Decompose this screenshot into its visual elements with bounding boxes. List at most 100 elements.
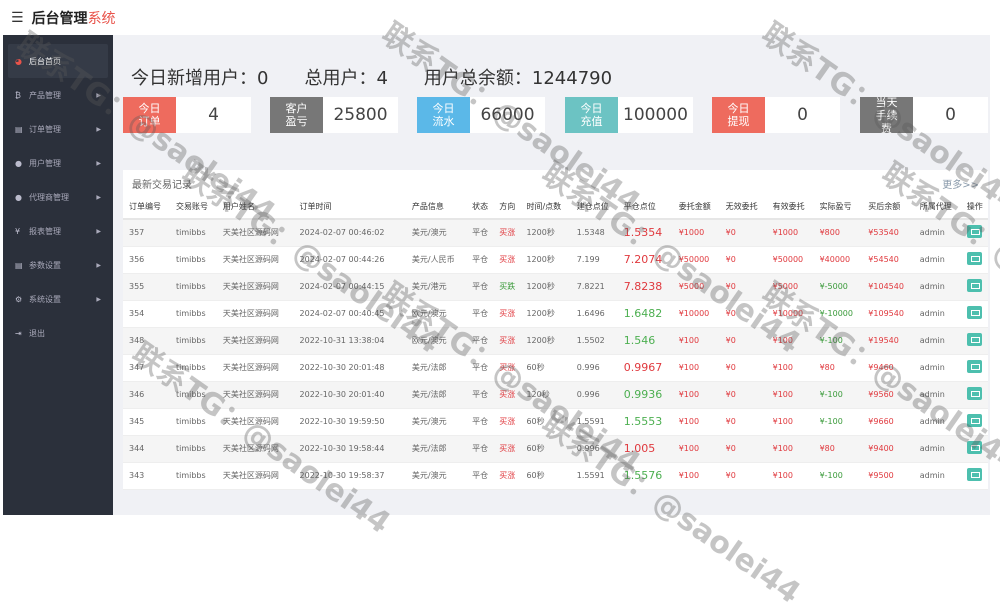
table-cell: 美元/澳元 <box>405 219 467 247</box>
table-cell: ¥0 <box>719 300 767 328</box>
sidebar-item-label: 订单管理 <box>29 124 61 134</box>
sidebar-item-0[interactable]: ◕ 后台首页 <box>8 44 108 78</box>
table-cell: 美元/澳元 <box>405 408 467 436</box>
table-cell: ¥-10000 <box>813 300 863 328</box>
view-details-button[interactable] <box>966 279 982 292</box>
more-link[interactable]: 更多>> <box>942 180 979 191</box>
column-header: 产品信息 <box>405 194 467 220</box>
table-cell: ¥0 <box>719 462 767 490</box>
table-cell: ¥10000 <box>672 300 720 328</box>
bitcoin-icon: ₿ <box>15 90 21 100</box>
sidebar-item-label: 退出 <box>29 328 45 338</box>
table-cell: ¥104540 <box>862 273 914 301</box>
sidebar-item-2[interactable]: ▤ 订单管理 ▶ <box>3 112 113 146</box>
sidebar-item-3[interactable]: ● 用户管理 ▶ <box>3 146 113 180</box>
table-cell: ¥-100 <box>813 408 863 436</box>
table-cell: 1.5553 <box>617 408 673 436</box>
table-cell: 1200秒 <box>520 300 571 328</box>
sidebar-item-7[interactable]: ⚙ 系统设置 ▶ <box>3 282 113 316</box>
table-row: 356 timibbs 天美社区源码网 2024-02-07 00:44:26 美元/人… <box>123 246 988 274</box>
column-header: 委托金额 <box>672 194 720 220</box>
user-icon: ● <box>15 158 22 168</box>
table-cell: 美元/澳元 <box>405 462 467 490</box>
sidebar-item-1[interactable]: ₿ 产品管理 ▶ <box>3 78 113 112</box>
table-cell: 平仓 <box>466 462 494 490</box>
table-cell: ¥100 <box>672 354 720 382</box>
table-cell: ¥0 <box>719 246 767 274</box>
view-details-button[interactable] <box>966 468 982 481</box>
view-details-button[interactable] <box>966 225 982 239</box>
table-cell: 美元/法郎 <box>405 381 467 409</box>
table-cell: ¥5000 <box>766 273 814 301</box>
view-details-button[interactable] <box>966 360 982 373</box>
table-cell: 买涨 <box>493 354 521 382</box>
table-cell: admin <box>913 354 961 382</box>
panel-title: 最新交易记录 <box>132 180 192 191</box>
column-header: 实际盈亏 <box>813 194 863 220</box>
table-cell: 平仓 <box>466 300 494 328</box>
table-cell: ¥100 <box>672 462 720 490</box>
table-cell: ¥40000 <box>813 246 863 274</box>
table-cell: ¥100 <box>766 435 814 463</box>
table-cell: timibbs <box>169 246 217 274</box>
sidebar-item-5[interactable]: ¥ 报表管理 ▶ <box>3 214 113 248</box>
table-cell: 平仓 <box>466 435 494 463</box>
table-cell: ¥10000 <box>766 300 814 328</box>
view-details-button[interactable] <box>966 441 982 454</box>
stat-card-value: 4 <box>208 105 219 125</box>
table-cell-action <box>960 246 988 274</box>
caret-right-icon: ▶ <box>96 227 101 235</box>
table-cell: 7.8238 <box>617 273 673 301</box>
table-row: 357 timibbs 天美社区源码网 2024-02-07 00:46:02 美元/澳… <box>123 219 988 247</box>
sidebar-item-6[interactable]: ▤ 参数设置 ▶ <box>3 248 113 282</box>
table-cell: admin <box>913 327 961 355</box>
scrollbar-track[interactable] <box>990 35 1000 515</box>
table-cell: ¥100 <box>766 354 814 382</box>
table-cell: 平仓 <box>466 246 494 274</box>
stat-card-label: 客户盈亏 <box>270 97 323 133</box>
table-cell: 天美社区源码网 <box>216 273 294 301</box>
view-details-button[interactable] <box>966 387 982 400</box>
table-cell: timibbs <box>169 300 217 328</box>
table-cell: 平仓 <box>466 354 494 382</box>
stat-card-value: 0 <box>945 105 956 125</box>
table-cell-action <box>960 354 988 382</box>
stat-card: 当天手续费 0 <box>860 96 988 135</box>
table-cell: admin <box>913 273 961 301</box>
view-details-button[interactable] <box>966 252 982 265</box>
stats-summary: 今日新增用户：0 总用户：4 用户总余额：1244790 <box>131 64 612 90</box>
table-cell: 0.996 <box>570 381 618 409</box>
hamburger-menu-icon[interactable]: ☰ <box>11 9 24 26</box>
table-cell: 345 <box>123 408 170 436</box>
cogs-icon: ⚙ <box>15 294 23 304</box>
table-cell: ¥0 <box>719 354 767 382</box>
sidebar-item-4[interactable]: ● 代理商管理 ▶ <box>3 180 113 214</box>
table-cell: 0.996 <box>570 435 618 463</box>
view-details-button[interactable] <box>966 333 982 346</box>
table-header-row: 订单编号 交易账号 用户姓名 订单时间 产品信息 状态 方向 时间/点数 建仓点位 平仓点位 委托金… <box>123 194 988 220</box>
caret-right-icon: ▶ <box>96 193 101 201</box>
column-header: 有效委托 <box>766 194 814 220</box>
table-row: 347 timibbs 天美社区源码网 2022-10-30 20:01:48 美元/法… <box>123 354 988 382</box>
table-cell: 2024-02-07 00:44:26 <box>293 246 406 274</box>
table-cell: ¥19540 <box>862 327 914 355</box>
sidebar-item-8[interactable]: ⇥ 退出 <box>3 316 113 350</box>
view-details-button[interactable] <box>966 414 982 427</box>
table-cell: ¥9660 <box>862 408 914 436</box>
column-header: 买后余额 <box>862 194 914 220</box>
table-cell: ¥54540 <box>862 246 914 274</box>
table-cell: timibbs <box>169 219 217 247</box>
table-cell: 买跌 <box>493 273 521 301</box>
table-cell: 天美社区源码网 <box>216 435 294 463</box>
sidebar-item-label: 产品管理 <box>29 90 61 100</box>
table-row: 343 timibbs 天美社区源码网 2022-10-30 19:58:37 美元/澳… <box>123 462 988 490</box>
main-content: 今日新增用户：0 总用户：4 用户总余额：1244790 今日订单 4 客户盈亏 25… <box>113 35 990 515</box>
table-cell: 2024-02-07 00:46:02 <box>293 219 406 247</box>
table-cell: ¥53540 <box>862 219 914 247</box>
dashboard-icon: ◕ <box>15 56 22 66</box>
table-cell: 天美社区源码网 <box>216 219 294 247</box>
caret-right-icon: ▶ <box>96 91 101 99</box>
view-details-button[interactable] <box>966 306 982 319</box>
table-cell: ¥50000 <box>672 246 720 274</box>
sidebar: ◕ 后台首页 ₿ 产品管理 ▶ ▤ 订单管理 ▶ ● 用户管理 ▶ ● 代理商管理 ▶ ¥ 报表管理 ▶ ▤ 参数设… <box>3 35 113 515</box>
